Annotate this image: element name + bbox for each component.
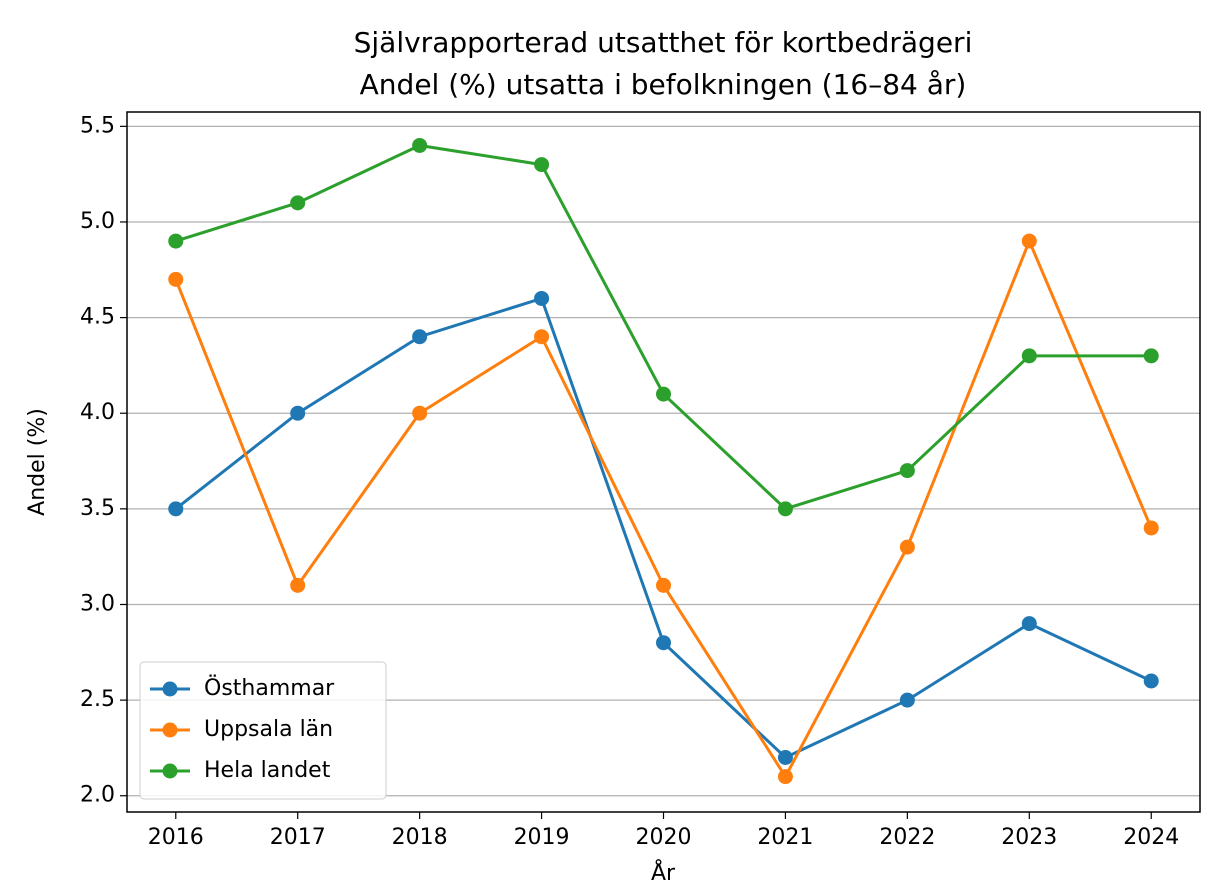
data-point [656,635,671,651]
y-tick-label: 3.5 [80,496,115,521]
x-tick-label: 2019 [514,825,570,850]
y-tick-label: 5.5 [80,113,115,138]
data-point [656,386,671,402]
legend-marker [162,681,178,697]
x-tick-label: 2021 [757,825,813,850]
data-point [290,405,306,421]
data-point [656,577,671,593]
x-tick-label: 2016 [148,825,204,850]
data-point [1021,616,1037,632]
data-point [1143,673,1159,689]
y-tick-label: 2.0 [80,783,115,808]
x-tick-label: 2023 [1001,825,1057,850]
data-point [290,577,306,593]
data-point [899,463,915,479]
data-point [290,195,306,211]
x-tick-label: 2024 [1123,825,1179,850]
legend-label: Östhammar [204,675,335,701]
data-point [412,405,428,421]
data-point [777,769,793,785]
x-tick-label: 2017 [270,825,326,850]
x-axis-label: År [651,859,676,886]
data-point [1021,233,1037,249]
y-axis-label: Andel (%) [25,408,50,516]
legend-label: Uppsala län [204,717,333,742]
y-tick-label: 2.5 [80,687,115,712]
y-tick-label: 5.0 [80,209,115,234]
data-point [534,157,550,173]
chart-title: Självrapporterad utsatthet för kortbedrä… [354,26,973,59]
data-point [412,329,428,345]
data-point [777,501,793,517]
data-point [1143,520,1159,536]
legend-marker [162,763,178,779]
data-point [534,329,550,345]
y-tick-label: 3.0 [80,591,115,616]
plot-frame [126,111,1201,813]
y-tick-label: 4.5 [80,305,115,330]
data-point [168,501,184,517]
legend-marker [162,722,178,738]
data-point [1021,348,1037,364]
data-point [899,692,915,708]
series-line [175,143,1152,511]
data-point [899,539,915,555]
data-point [168,271,184,287]
y-tick-label: 4.0 [80,400,115,425]
chart-subtitle: Andel (%) utsatta i befolkningen (16–84 … [360,68,967,101]
x-tick-label: 2018 [392,825,448,850]
data-point [412,137,428,153]
legend: Östhammar Uppsala län Hela landet [139,661,387,800]
legend-label: Hela landet [204,758,331,783]
data-point [777,749,793,765]
data-point [168,233,184,249]
x-tick-label: 2020 [636,825,692,850]
x-tick-label: 2022 [879,825,935,850]
data-point [534,290,550,306]
data-point [1143,348,1159,364]
legend-box [139,661,387,800]
